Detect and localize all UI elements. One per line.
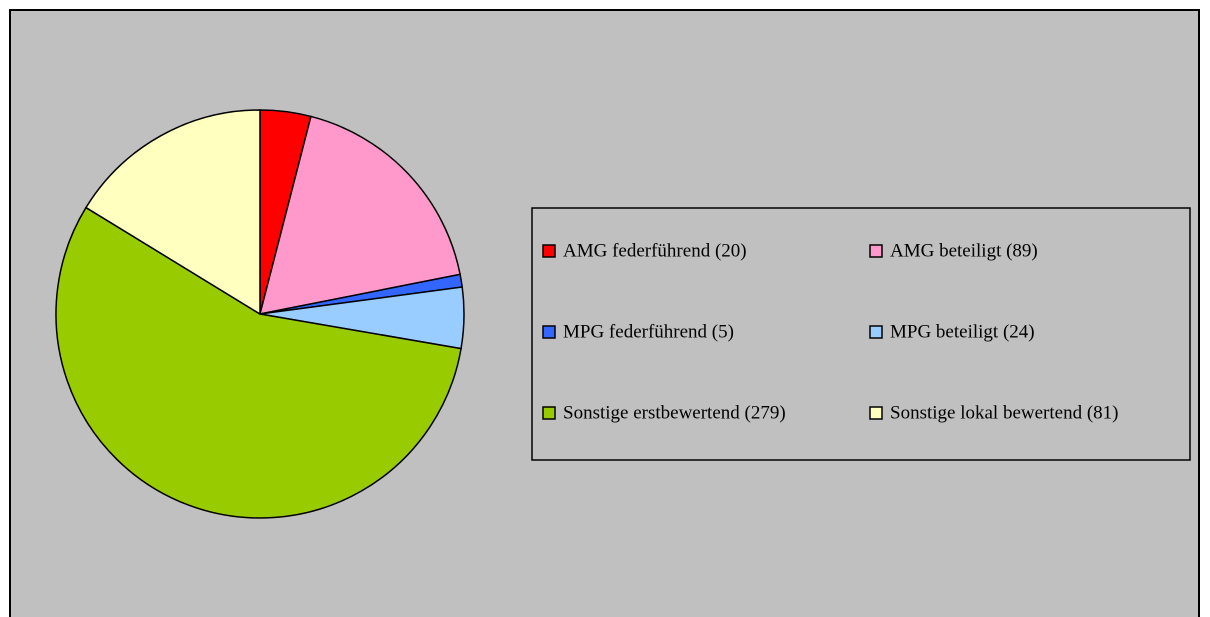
legend-swatch xyxy=(869,406,883,420)
pie-slice xyxy=(84,109,261,316)
legend-label: MPG beteiligt (24) xyxy=(890,321,1035,342)
legend-label: MPG federführend (5) xyxy=(563,321,734,342)
legend-label: AMG beteiligt (89) xyxy=(890,240,1038,261)
pie-slice xyxy=(258,115,461,315)
legend-swatch xyxy=(869,244,883,258)
legend-swatch xyxy=(542,325,556,339)
legend-box xyxy=(531,207,1191,461)
legend-swatch xyxy=(869,325,883,339)
legend-label: Sonstige lokal bewertend (81) xyxy=(890,402,1118,423)
pie-slice xyxy=(55,206,462,519)
legend-label: AMG federführend (20) xyxy=(563,240,747,261)
legend-swatch xyxy=(542,406,556,420)
legend-label: Sonstige erstbewertend (279) xyxy=(563,402,786,423)
legend-swatch xyxy=(542,244,556,258)
